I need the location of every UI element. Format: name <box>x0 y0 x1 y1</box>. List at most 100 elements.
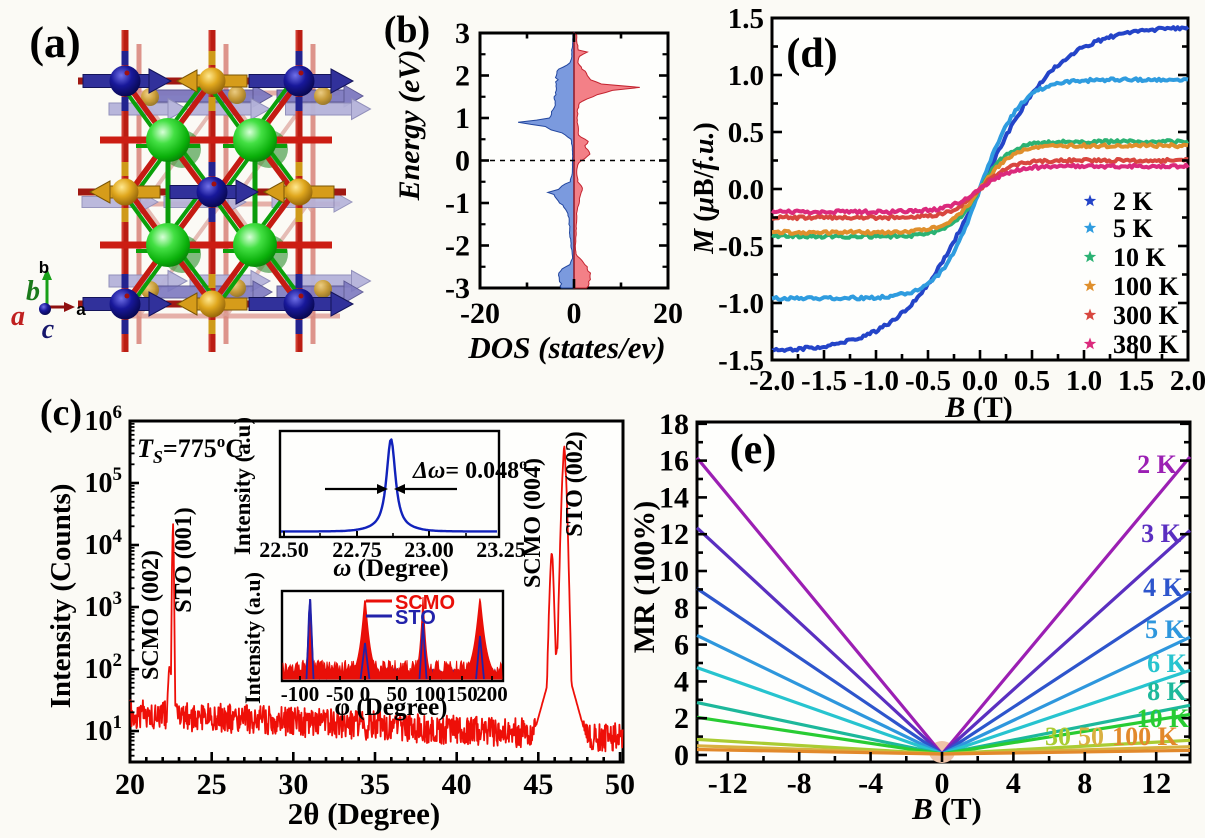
svg-text:(d): (d) <box>786 31 837 77</box>
svg-text:-8: -8 <box>787 767 812 800</box>
svg-text:-1.0: -1.0 <box>718 288 764 320</box>
svg-text:100 K: 100 K <box>1112 722 1179 751</box>
svg-text:Intensity (a.u): Intensity (a.u) <box>240 572 265 704</box>
svg-text:DOS (states/ev): DOS (states/ev) <box>467 330 665 365</box>
svg-text:-1.5: -1.5 <box>801 365 847 397</box>
svg-text:(b): (b) <box>384 9 430 51</box>
svg-text:-1: -1 <box>445 187 470 220</box>
svg-text:12: 12 <box>659 518 689 551</box>
svg-text:0: 0 <box>567 297 582 330</box>
svg-text:8 K: 8 K <box>1147 677 1188 706</box>
svg-text:0.0: 0.0 <box>728 174 764 206</box>
svg-text:STO: STO <box>395 607 436 629</box>
svg-text:22.50: 22.50 <box>259 537 309 562</box>
svg-text:STO (001): STO (001) <box>171 507 197 613</box>
svg-text:B (T): B (T) <box>911 791 982 826</box>
svg-text:30: 30 <box>1045 722 1071 751</box>
svg-text:100: 100 <box>414 682 446 706</box>
svg-text:STO (002): STO (002) <box>562 431 588 537</box>
svg-text:20: 20 <box>653 297 683 330</box>
svg-text:18: 18 <box>659 408 689 441</box>
svg-text:Intensity (Counts): Intensity (Counts) <box>45 484 77 709</box>
svg-text:-2: -2 <box>445 230 470 263</box>
svg-text:2: 2 <box>455 60 470 93</box>
svg-text:5 K: 5 K <box>1113 214 1154 243</box>
svg-text:16: 16 <box>659 445 689 478</box>
svg-text:50: 50 <box>1078 722 1104 751</box>
svg-text:SCMO (004): SCMO (004) <box>520 458 546 588</box>
svg-text:5 K: 5 K <box>1145 615 1186 644</box>
svg-text:-1.0: -1.0 <box>853 365 899 397</box>
svg-text:200: 200 <box>476 682 508 706</box>
svg-text:SCMO (002): SCMO (002) <box>138 550 164 680</box>
svg-text:10: 10 <box>659 555 689 588</box>
svg-text:1: 1 <box>455 102 470 135</box>
svg-text:45: 45 <box>523 768 553 801</box>
svg-text:380 K: 380 K <box>1113 330 1180 359</box>
svg-text:-100: -100 <box>281 682 320 706</box>
svg-text:1.0: 1.0 <box>1066 365 1102 397</box>
svg-text:40: 40 <box>442 768 472 801</box>
svg-text:-2.0: -2.0 <box>749 365 795 397</box>
svg-text:0: 0 <box>935 767 950 800</box>
svg-text:ω (Degree): ω (Degree) <box>333 555 448 582</box>
svg-text:4: 4 <box>1006 767 1021 800</box>
svg-text:150: 150 <box>446 682 478 706</box>
svg-text:a: a <box>11 301 25 332</box>
svg-text:0.0: 0.0 <box>962 365 998 397</box>
svg-text:20: 20 <box>115 768 145 801</box>
svg-text:a: a <box>76 300 86 319</box>
svg-text:φ (Degree): φ (Degree) <box>335 694 448 721</box>
svg-text:Energy (eV): Energy (eV) <box>393 50 426 202</box>
svg-text:4 K: 4 K <box>1143 573 1184 602</box>
svg-text:50: 50 <box>605 768 635 801</box>
svg-text:MR (100%): MR (100%) <box>628 501 661 653</box>
svg-text:6 K: 6 K <box>1147 649 1188 678</box>
svg-text:SCMO: SCMO <box>395 592 455 614</box>
svg-text:-0.5: -0.5 <box>905 365 951 397</box>
svg-text:300 K: 300 K <box>1113 301 1180 330</box>
svg-text:50: 50 <box>387 682 408 706</box>
svg-text:23.00: 23.00 <box>404 537 454 562</box>
svg-text:8: 8 <box>674 592 689 625</box>
svg-text:35: 35 <box>360 768 390 801</box>
svg-text:2.0: 2.0 <box>1170 365 1205 397</box>
svg-text:TS=775oC: TS=775oC <box>137 432 244 467</box>
svg-text:M (μB/f.u.): M (μB/f.u.) <box>689 122 720 255</box>
svg-text:-20: -20 <box>460 297 500 330</box>
svg-text:3 K: 3 K <box>1141 519 1182 548</box>
svg-text:Intensity (a.u): Intensity (a.u) <box>230 417 255 555</box>
svg-text:25: 25 <box>197 768 227 801</box>
svg-text:10 K: 10 K <box>1113 243 1167 272</box>
svg-text:8: 8 <box>1077 767 1092 800</box>
svg-text:-50: -50 <box>326 682 354 706</box>
svg-text:12: 12 <box>1141 767 1171 800</box>
svg-text:2 K: 2 K <box>1137 450 1178 479</box>
svg-text:1.5: 1.5 <box>1118 365 1154 397</box>
svg-text:0.5: 0.5 <box>1014 365 1050 397</box>
svg-text:10 K: 10 K <box>1137 704 1191 733</box>
svg-text:2 K: 2 K <box>1113 187 1154 216</box>
svg-text:2θ (Degree): 2θ (Degree) <box>288 796 440 831</box>
svg-text:106: 106 <box>85 402 123 437</box>
svg-text:(a): (a) <box>29 18 80 67</box>
svg-text:-0.5: -0.5 <box>718 231 764 263</box>
svg-text:4: 4 <box>674 665 689 698</box>
svg-text:c: c <box>42 314 55 345</box>
svg-text:14: 14 <box>659 481 689 514</box>
svg-text:-4: -4 <box>858 767 883 800</box>
svg-text:6: 6 <box>674 629 689 662</box>
svg-text:-3: -3 <box>445 272 470 305</box>
svg-text:0: 0 <box>674 739 689 772</box>
svg-text:2: 2 <box>674 702 689 735</box>
svg-text:30: 30 <box>278 768 308 801</box>
svg-text:3: 3 <box>455 17 470 50</box>
svg-text:0: 0 <box>455 145 470 178</box>
svg-text:22.75: 22.75 <box>332 537 382 562</box>
svg-text:0: 0 <box>360 682 371 706</box>
svg-text:Δω= 0.048o: Δω= 0.048o <box>412 456 527 484</box>
svg-text:b: b <box>39 258 49 277</box>
svg-text:(e): (e) <box>730 427 777 473</box>
svg-text:-1.5: -1.5 <box>718 345 764 377</box>
svg-text:1.5: 1.5 <box>728 3 764 35</box>
